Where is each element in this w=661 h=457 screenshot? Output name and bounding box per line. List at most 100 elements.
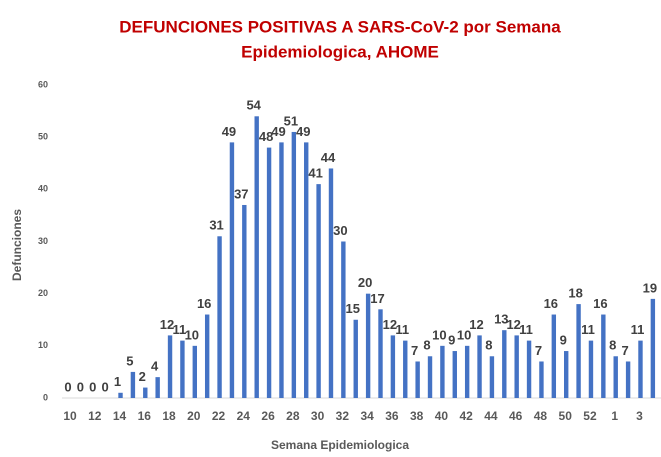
x-tick-label: 34 <box>360 409 374 423</box>
data-label: 15 <box>346 301 360 316</box>
x-tick-label: 12 <box>88 409 102 423</box>
data-label: 1 <box>114 374 121 389</box>
data-label: 2 <box>139 369 146 384</box>
bar <box>588 340 594 398</box>
bar <box>502 330 507 398</box>
bar <box>477 335 482 398</box>
x-tick-label: 3 <box>636 409 643 423</box>
bar <box>229 142 235 398</box>
bar <box>539 361 544 398</box>
data-label: 48 <box>259 129 273 144</box>
bar <box>464 345 470 398</box>
bar <box>415 361 420 398</box>
x-tick-label: 32 <box>336 409 350 423</box>
data-label: 17 <box>370 291 384 306</box>
x-tick-label: 50 <box>559 409 573 423</box>
data-label: 16 <box>593 296 607 311</box>
bar <box>118 392 123 398</box>
data-label: 12 <box>469 317 483 332</box>
x-tick-label: 46 <box>509 409 523 423</box>
bar <box>452 351 457 398</box>
bar <box>279 142 284 398</box>
x-tick-label: 24 <box>237 409 251 423</box>
x-tick-label: 18 <box>162 409 176 423</box>
bar <box>625 361 631 398</box>
x-tick-label: 20 <box>187 409 201 423</box>
x-tick-label: 26 <box>261 409 275 423</box>
y-tick-label: 10 <box>38 340 48 350</box>
data-label: 11 <box>581 322 595 337</box>
bar <box>180 340 185 398</box>
data-label: 12 <box>160 317 174 332</box>
y-tick-label: 40 <box>38 184 48 194</box>
data-label: 11 <box>631 322 645 337</box>
data-label: 30 <box>333 223 347 238</box>
data-label: 16 <box>197 296 211 311</box>
data-label: 54 <box>246 98 261 113</box>
bar <box>341 241 346 398</box>
x-tick-label: 22 <box>212 409 226 423</box>
data-label: 0 <box>102 379 109 394</box>
bar <box>551 314 557 398</box>
bar <box>564 351 569 398</box>
bar <box>304 142 309 398</box>
y-tick-label: 20 <box>38 288 48 298</box>
data-label: 16 <box>544 296 558 311</box>
bar <box>204 314 210 398</box>
data-label: 0 <box>89 379 96 394</box>
bar <box>155 377 160 398</box>
data-label: 49 <box>296 124 310 139</box>
y-tick-label: 60 <box>38 79 48 89</box>
bar <box>650 298 656 398</box>
bar <box>440 345 445 398</box>
bar <box>638 340 643 398</box>
data-label: 8 <box>423 338 430 353</box>
x-tick-label: 16 <box>138 409 152 423</box>
data-label: 20 <box>358 275 372 290</box>
bar <box>192 345 197 398</box>
bar <box>514 335 519 398</box>
data-label: 10 <box>185 327 199 342</box>
data-label: 12 <box>383 317 397 332</box>
data-label: 19 <box>643 280 657 295</box>
x-tick-label: 44 <box>484 409 498 423</box>
data-label: 11 <box>519 322 533 337</box>
x-tick-label: 42 <box>459 409 473 423</box>
bar <box>427 356 433 398</box>
chart-title: DEFUNCIONES POSITIVAS A SARS-CoV-2 por S… <box>119 17 561 36</box>
data-label: 13 <box>494 312 508 327</box>
bar <box>576 304 581 398</box>
data-label: 0 <box>77 379 84 394</box>
data-label: 44 <box>321 150 336 165</box>
x-tick-label: 38 <box>410 409 424 423</box>
data-label: 0 <box>64 379 71 394</box>
bar <box>365 293 371 398</box>
bar <box>217 236 222 398</box>
data-label: 51 <box>284 113 298 128</box>
data-label: 18 <box>568 286 582 301</box>
y-axis-title: Defunciones <box>10 209 24 281</box>
y-tick-label: 0 <box>43 392 48 402</box>
x-tick-label: 36 <box>385 409 399 423</box>
x-tick-label: 14 <box>113 409 127 423</box>
bar <box>266 147 272 398</box>
bar <box>526 340 532 398</box>
bar <box>316 184 321 398</box>
data-label: 11 <box>395 322 409 337</box>
x-tick-label: 52 <box>583 409 597 423</box>
data-label: 7 <box>621 343 628 358</box>
bar <box>601 314 606 398</box>
x-tick-label: 1 <box>611 409 618 423</box>
bar <box>403 340 408 398</box>
data-label: 11 <box>173 322 187 337</box>
data-label: 49 <box>222 124 236 139</box>
y-tick-label: 30 <box>38 236 48 246</box>
bar <box>167 335 173 398</box>
data-label: 5 <box>126 353 133 368</box>
y-tick-label: 50 <box>38 132 48 142</box>
chart-title: Epidemiologica, AHOME <box>241 42 439 61</box>
x-tick-label: 28 <box>286 409 300 423</box>
bar <box>291 131 297 398</box>
bar <box>328 168 334 398</box>
data-label: 31 <box>209 218 223 233</box>
